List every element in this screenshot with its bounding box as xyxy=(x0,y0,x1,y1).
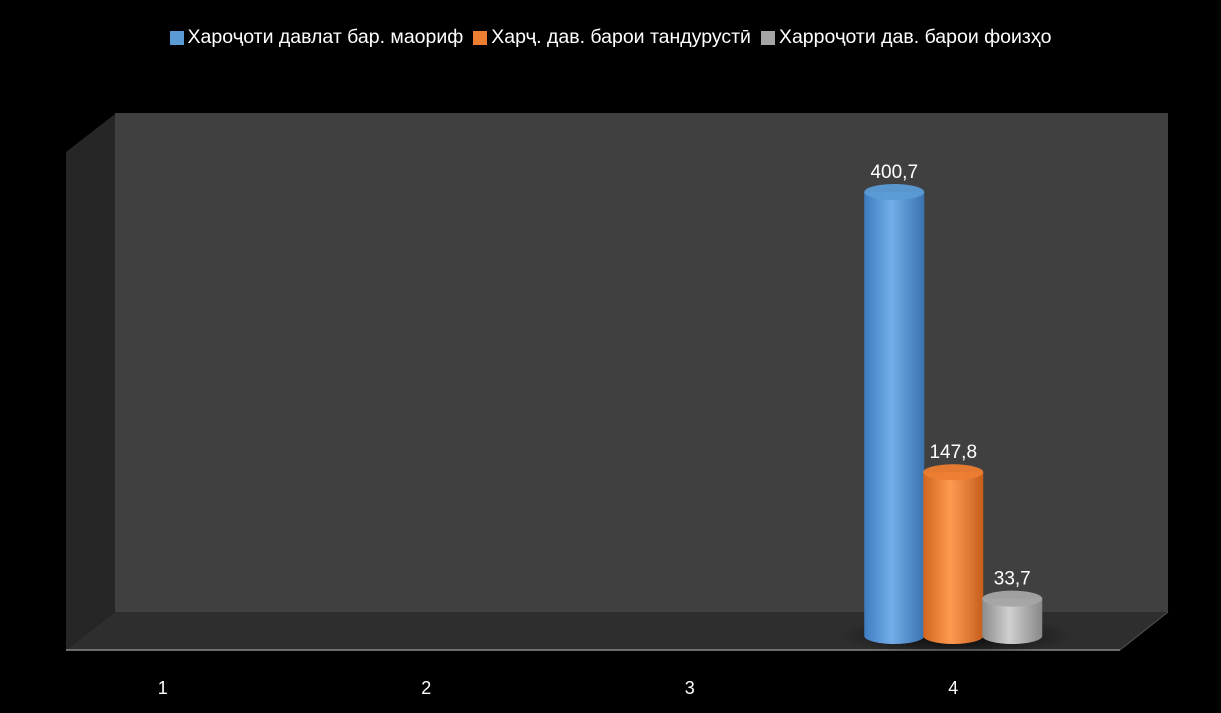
bar-top xyxy=(923,464,984,481)
legend-swatch-education xyxy=(169,30,184,45)
back-wall xyxy=(115,113,1168,613)
bar-education xyxy=(864,184,925,644)
floor-front-edge xyxy=(1119,611,1169,651)
legend-label-health: Харҷ. дав. барои тандурустӣ xyxy=(491,26,751,48)
side-wall xyxy=(66,114,115,650)
bar-top xyxy=(982,590,1043,607)
bar-body xyxy=(923,472,984,644)
legend: Хароҷоти давлат бар. маориф Харҷ. дав. б… xyxy=(0,26,1221,49)
bar-health xyxy=(923,464,984,644)
bar-body xyxy=(982,598,1043,644)
x-tick-label: 1 xyxy=(158,678,168,698)
bar-top xyxy=(864,184,925,200)
x-tick-label: 3 xyxy=(685,678,695,698)
x-tick-label: 2 xyxy=(421,678,431,698)
legend-swatch-interest xyxy=(760,30,775,45)
data-label: 33,7 xyxy=(994,569,1031,590)
legend-item-interest: Харроҷоти дав. барои фоизҳо xyxy=(760,26,1052,49)
legend-swatch-health xyxy=(473,30,488,45)
legend-item-health: Харҷ. дав. барои тандурустӣ xyxy=(473,26,751,49)
legend-label-education: Хароҷоти давлат бар. маориф xyxy=(187,26,464,48)
data-label: 147,8 xyxy=(929,442,977,463)
legend-item-education: Хароҷоти давлат бар. маориф xyxy=(169,26,464,49)
bar-interest xyxy=(982,590,1043,644)
bar-body xyxy=(864,192,925,644)
legend-label-interest: Харроҷоти дав. барои фоизҳо xyxy=(778,26,1052,48)
data-label: 400,7 xyxy=(870,162,918,183)
x-tick-label: 4 xyxy=(948,678,958,698)
